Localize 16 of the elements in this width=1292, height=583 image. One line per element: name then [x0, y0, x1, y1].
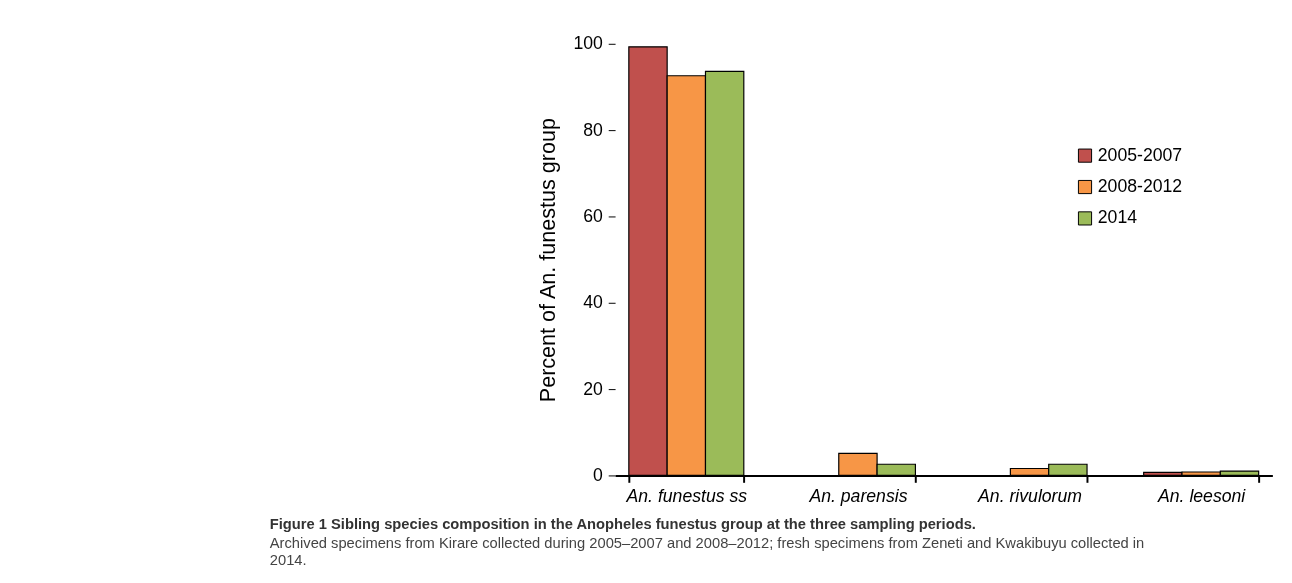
- x-tick-label: An. rivulorum: [977, 486, 1082, 507]
- text: Figure 1 Sibling species composition in the Anopheles funestus group at the three sampling periods.: [269, 516, 976, 533]
- y-tick-label: 80: [583, 119, 604, 140]
- legend-label: 2014: [1097, 207, 1138, 228]
- y-tick-label: 20: [583, 378, 604, 399]
- legend-label: 2005-2007: [1097, 144, 1183, 165]
- y-tick-label: 0: [593, 464, 604, 485]
- legend-label: 2008-2012: [1097, 175, 1183, 196]
- y-tick-label: 100: [573, 33, 604, 54]
- x-tick-label: An. funestus ss: [625, 486, 748, 507]
- y-tick-label: 60: [583, 205, 604, 226]
- x-tick-label: An. leesoni: [1157, 486, 1247, 507]
- y-axis-title: Percent of An. funestus group: [534, 117, 560, 403]
- y-tick-label: 40: [583, 292, 604, 313]
- x-tick-label: An. parensis: [808, 486, 908, 507]
- text: Archived specimens from Kirare collected during 2005–2007 and 2008–2012; fresh specimens from Zeneti and Kwakibuyu collected in 2014.: [269, 535, 1145, 568]
